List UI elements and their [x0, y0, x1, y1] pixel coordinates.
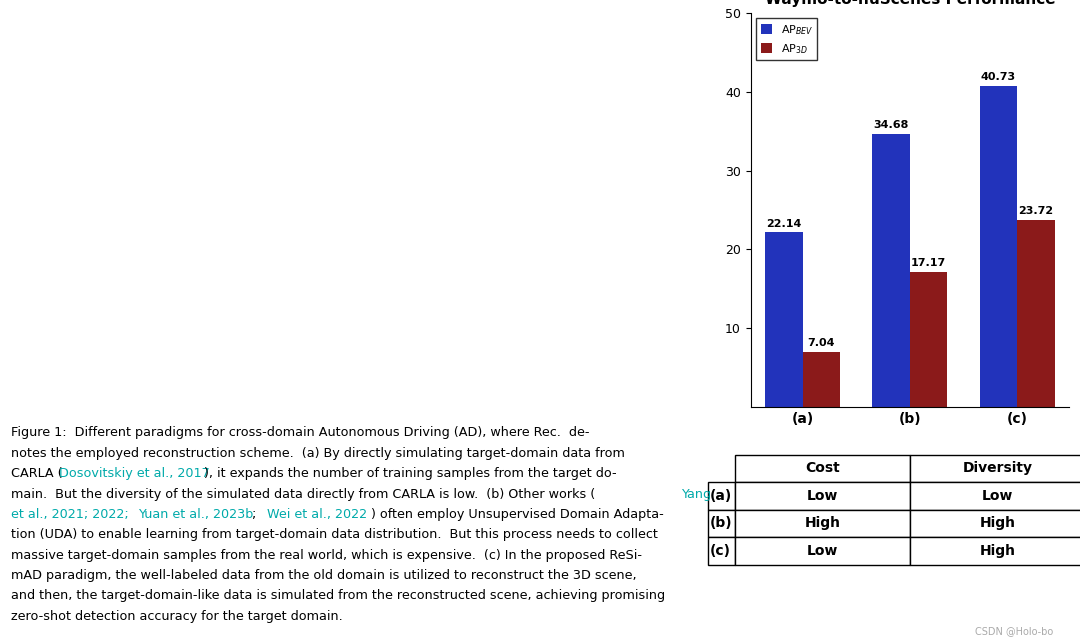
Text: Figure 1:  Different paradigms for cross-domain Autonomous Driving (AD), where R: Figure 1: Different paradigms for cross-…: [11, 426, 590, 440]
Text: CSDN @Holo-bo: CSDN @Holo-bo: [975, 626, 1053, 637]
Text: massive target-domain samples from the real world, which is expensive.  (c) In t: massive target-domain samples from the r…: [11, 549, 642, 562]
Text: ), it expands the number of training samples from the target do-: ), it expands the number of training sam…: [204, 467, 617, 480]
Text: main.  But the diversity of the simulated data directly from CARLA is low.  (b) : main. But the diversity of the simulated…: [11, 488, 595, 501]
Bar: [802, 351, 840, 407]
Text: ;: ;: [252, 508, 260, 521]
Text: Yuan et al., 2023b: Yuan et al., 2023b: [138, 508, 253, 521]
Text: et al., 2021; 2022;: et al., 2021; 2022;: [11, 508, 133, 521]
Text: 22.14: 22.14: [766, 219, 801, 229]
Text: 7.04: 7.04: [808, 338, 835, 347]
Text: CARLA (: CARLA (: [11, 467, 63, 480]
Bar: [1017, 220, 1055, 407]
Text: 40.73: 40.73: [981, 72, 1016, 82]
Bar: [765, 233, 802, 407]
Bar: [873, 133, 909, 407]
Text: Yang: Yang: [680, 488, 711, 501]
Text: zero-shot detection accuracy for the target domain.: zero-shot detection accuracy for the tar…: [11, 610, 342, 622]
Text: 34.68: 34.68: [874, 120, 908, 129]
Text: and then, the target-domain-like data is simulated from the reconstructed scene,: and then, the target-domain-like data is…: [11, 589, 665, 603]
Bar: [909, 272, 947, 407]
Text: ) often employ Unsupervised Domain Adapta-: ) often employ Unsupervised Domain Adapt…: [370, 508, 663, 521]
Title: Waymo-to-nuScenes Performance: Waymo-to-nuScenes Performance: [765, 0, 1055, 8]
Legend: AP$_{BEV}$, AP$_{3D}$: AP$_{BEV}$, AP$_{3D}$: [756, 19, 818, 60]
Text: mAD paradigm, the well-labeled data from the old domain is utilized to reconstru: mAD paradigm, the well-labeled data from…: [11, 569, 636, 582]
Bar: [980, 86, 1017, 407]
Text: notes the employed reconstruction scheme.  (a) By directly simulating target-dom: notes the employed reconstruction scheme…: [11, 447, 624, 460]
Text: 17.17: 17.17: [912, 258, 946, 268]
Text: Dosovitskiy et al., 2017: Dosovitskiy et al., 2017: [59, 467, 211, 480]
Text: tion (UDA) to enable learning from target-domain data distribution.  But this pr: tion (UDA) to enable learning from targe…: [11, 528, 658, 541]
Text: 23.72: 23.72: [1018, 206, 1053, 216]
Text: Wei et al., 2022: Wei et al., 2022: [267, 508, 367, 521]
